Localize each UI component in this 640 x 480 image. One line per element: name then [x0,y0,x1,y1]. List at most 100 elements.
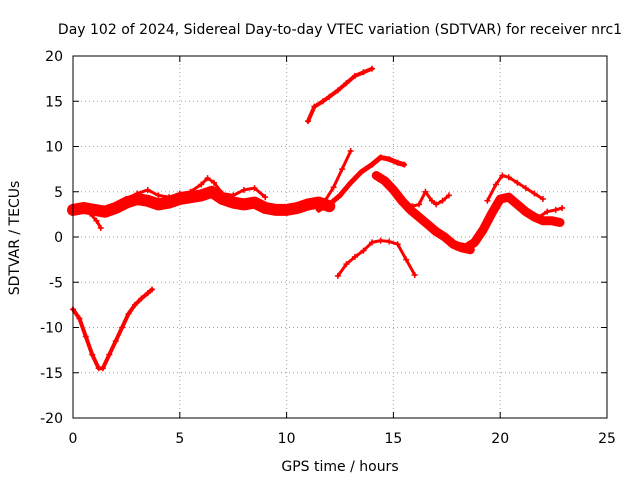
data-point [112,338,119,345]
data-point [439,197,446,204]
series-track-tail-right [537,206,564,219]
data-point [149,286,156,293]
data-point [166,199,173,206]
data-point [351,253,358,260]
data-point [492,181,499,188]
data-point [441,234,448,240]
series-track-ramp-upper [323,149,353,203]
data-point [304,118,311,125]
data-point [505,194,512,201]
y-tick-label: 5 [54,185,63,201]
data-point [262,205,269,212]
data-point [339,166,346,173]
series-track-early-dip [71,287,154,371]
data-point [219,195,226,202]
data-point [144,186,151,193]
data-point [369,65,376,72]
data-point [394,241,401,248]
data-point [552,206,559,213]
data-point [398,197,405,204]
x-tick-label: 20 [491,431,509,447]
data-point [401,161,408,168]
data-point [351,72,358,79]
data-point [198,181,205,188]
data-point [535,214,542,221]
y-tick-label: -5 [49,275,63,291]
data-point [230,192,237,199]
chart-title: Day 102 of 2024, Sidereal Day-to-day VTE… [58,22,622,38]
data-point [144,290,151,297]
data-point [347,148,354,155]
data-point [548,217,555,224]
data-point [230,199,237,206]
data-point [322,197,329,204]
data-point [155,201,162,208]
y-tick-label: -15 [40,366,63,382]
data-point [187,188,194,195]
data-point [99,365,106,372]
data-point [106,351,113,358]
data-point [422,188,429,195]
data-point [198,192,205,199]
data-point [315,199,322,206]
data-point [514,179,521,186]
data-point [347,179,354,186]
data-point [219,190,226,197]
x-axis-label: GPS time / hours [281,459,398,475]
x-tick-label: 0 [69,431,78,447]
y-tick-label: -20 [40,411,63,427]
data-point [337,192,343,199]
data-point [304,201,311,208]
data-point [411,272,418,279]
data-point [187,194,194,201]
data-point [488,210,495,217]
data-point [514,201,521,208]
data-point [240,186,247,193]
data-point [334,87,341,94]
data-point [294,205,301,212]
data-point [262,194,269,201]
data-point [544,208,551,215]
axis-ticks [72,55,608,419]
data-point [358,168,365,175]
data-point [390,186,397,193]
data-point [131,301,138,308]
data-point [91,206,98,213]
data-point [87,210,94,217]
y-tick-label: 0 [54,230,63,246]
data-point [176,195,183,202]
data-point [283,206,290,213]
data-point [403,199,410,206]
data-point [144,197,151,204]
data-point [134,195,141,202]
grid-lines [73,56,607,418]
data-point [369,239,376,246]
data-point [210,179,217,186]
y-axis-tick-labels: -20 -15 -10 -5 0 5 10 15 20 [40,49,63,427]
x-axis-tick-labels: 0 5 10 15 20 25 [69,431,616,447]
x-tick-label: 15 [384,431,402,447]
data-point [80,205,87,212]
data-point [505,174,512,181]
x-tick-label: 25 [598,431,616,447]
data-point [251,185,258,192]
data-point [386,156,393,163]
data-point [166,194,173,201]
data-point [424,221,431,228]
data-point [454,243,461,250]
data-point [360,69,367,76]
data-point [484,197,491,204]
data-point [445,192,452,199]
data-point [97,224,104,231]
data-point [89,351,96,358]
y-axis-label: SDTVAR / TECUs [7,181,23,296]
data-point [428,197,435,204]
data-point [272,206,279,213]
data-point [334,272,341,279]
x-tick-label: 10 [278,431,296,447]
data-point [343,261,350,268]
data-point [557,219,564,226]
data-point [155,192,162,199]
data-point [407,206,414,213]
